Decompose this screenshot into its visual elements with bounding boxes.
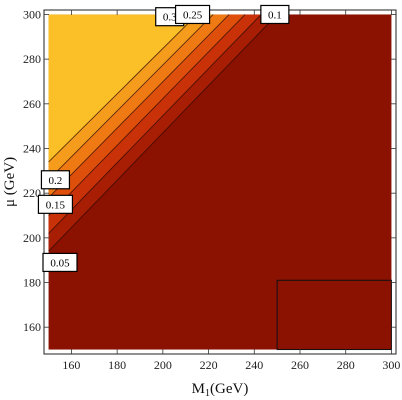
y-tick-label: 180 [23,276,41,290]
y-tick-label: 300 [23,7,41,21]
y-tick-label: 220 [23,186,41,200]
x-tick-label: 200 [154,358,172,372]
contour-line-0_05 [48,14,278,252]
y-axis: 160 180 200 220 240 260 280 300 [23,7,396,334]
x-tick-label: 160 [62,358,80,372]
x-axis: 160 180 200 220 240 260 280 300 [62,10,400,372]
contour-line-0_3 [48,14,198,163]
annotation-rectangle [276,279,392,351]
y-tick-label: 280 [23,52,41,66]
band-6 [48,14,198,162]
x-tick-label: 180 [108,358,126,372]
y-tick-label: 260 [23,97,41,111]
x-axis-title-main: M [192,381,205,397]
x-axis-title-sub: 1 [205,388,210,399]
contour-label-box [260,4,290,25]
contour-line-0_15 [48,14,246,216]
x-tick-label: 300 [382,358,400,372]
contour-label-text: 0.05 [50,257,70,269]
contour-label-0_25: 0.25 [174,4,211,25]
x-axis-title: M1(GeV) [192,381,249,399]
contour-label-0_05: 0.05 [42,252,78,273]
y-axis-title: μ (GeV) [2,157,18,207]
contour-label-text: 0.1 [268,9,282,21]
contour-label-box [42,252,78,273]
y-tick-label: 200 [23,231,41,245]
contour-bands [48,14,392,350]
y-tick-label: 240 [23,141,41,155]
contour-label-text: 0.25 [183,9,203,21]
contour-line-0_25 [48,14,214,181]
contour-line-0_2 [48,14,230,198]
contour-labels: 0.3 0.25 0.1 0.2 0.15 0.05 [37,4,290,273]
contour-label-box [37,194,74,214]
contour-label-text: 0.15 [46,199,66,211]
y-tick-label: 160 [23,320,41,334]
contour-line-0_1 [48,14,262,234]
contour-label-box [174,4,211,25]
annotations [276,279,392,351]
contour-label-box [40,170,71,190]
contour-label-text: 0.3 [163,12,177,24]
contour-lines [48,14,278,252]
contour-label-0_2: 0.2 [40,170,71,190]
x-axis-title-unit: (GeV) [210,381,248,397]
x-tick-label: 220 [200,358,218,372]
contour-label-0_15: 0.15 [37,194,74,214]
contour-label-0_1: 0.1 [260,4,290,25]
x-tick-label: 240 [245,358,263,372]
x-tick-label: 260 [291,358,309,372]
x-tick-label: 280 [337,358,355,372]
contour-label-text: 0.2 [49,175,63,187]
